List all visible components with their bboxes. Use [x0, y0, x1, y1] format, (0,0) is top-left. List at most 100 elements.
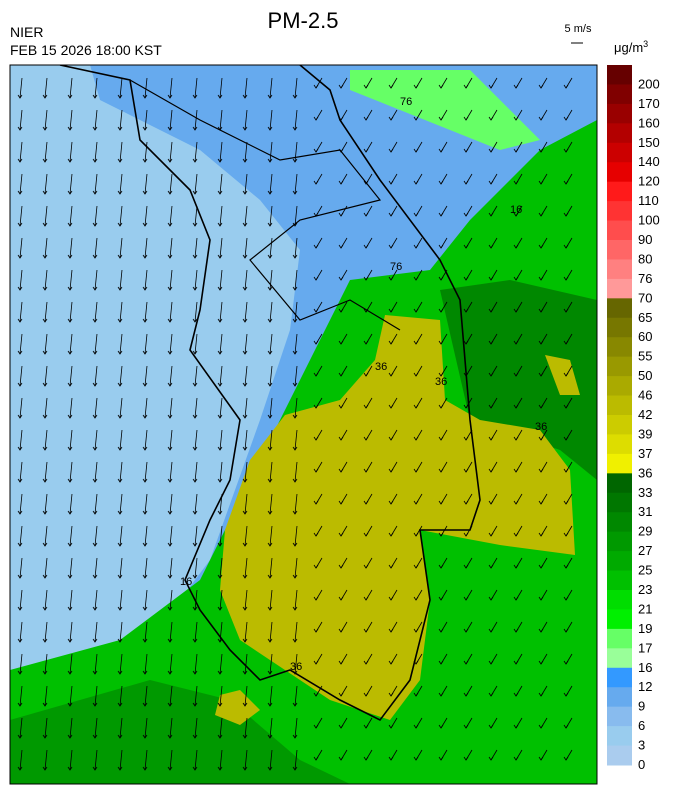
yellow-patch [545, 355, 580, 395]
wind-arrow [144, 717, 148, 739]
wind-arrow-head [563, 244, 569, 249]
wind-arrow-head [142, 766, 148, 771]
wind-arrow [19, 141, 23, 163]
wind-arrow-head [513, 500, 519, 505]
wind-arrow-head [538, 724, 544, 729]
wind-arrow-head [142, 286, 148, 291]
wind-arrow [219, 653, 223, 675]
wind-arrow-head [92, 94, 98, 99]
wind-arrow-head [538, 628, 544, 633]
colorbar-label: 21 [638, 601, 652, 616]
wind-arrow-head [413, 628, 419, 633]
wind-arrow-head [413, 404, 419, 409]
wind-arrow-head [117, 766, 123, 771]
wind-arrow [69, 109, 73, 131]
wind-arrow [119, 525, 123, 547]
wind-arrow-head [513, 436, 519, 441]
wind-arrow-head [117, 222, 123, 227]
wind-arrow-head [67, 350, 73, 355]
wind-arrow-head [292, 478, 298, 483]
wind-arrow-head [42, 734, 48, 739]
wind-arrow-head [42, 510, 48, 515]
wind-arrow-head [338, 308, 344, 313]
map: 76 76 36 36 36 36 16 16 [9, 64, 598, 785]
wind-arrow-head [363, 212, 369, 217]
wind-arrow-head [267, 510, 273, 515]
wind-arrow-head [488, 564, 494, 569]
wind-arrow-head [363, 564, 369, 569]
wind-arrow-head [117, 446, 123, 451]
wind-arrow-head [413, 276, 419, 281]
wind-arrow-head [363, 468, 369, 473]
wind-arrow [294, 525, 298, 547]
wind-arrow-head [42, 158, 48, 163]
wind-arrow [219, 749, 223, 771]
wind-arrow [119, 141, 123, 163]
wind-arrow-head [438, 212, 444, 217]
colorbar-label: 160 [638, 115, 660, 130]
wind-arrow [69, 525, 73, 547]
wind-arrow-head [267, 318, 273, 323]
wind-arrow-head [488, 660, 494, 665]
wind-arrow [119, 333, 123, 355]
wind-arrow [244, 525, 248, 547]
wind-arrow-head [338, 116, 344, 121]
wind-arrow [44, 301, 48, 323]
contour-label: 16 [510, 204, 522, 216]
wind-arrow-head [313, 180, 319, 185]
wind-arrow [144, 685, 148, 707]
wind-arrow-head [292, 510, 298, 515]
wind-scale: 5 m/s [565, 23, 592, 35]
wind-arrow-head [513, 692, 519, 697]
wind-arrow [119, 365, 123, 387]
wind-arrow-head [513, 596, 519, 601]
wind-arrow-head [142, 606, 148, 611]
wind-arrow [19, 205, 23, 227]
wind-arrow-head [17, 222, 23, 227]
wind-arrow-head [363, 308, 369, 313]
wind-arrow-head [142, 638, 148, 643]
wind-arrow-head [217, 670, 223, 675]
wind-arrow-head [242, 510, 248, 515]
wind-arrow-head [313, 84, 319, 89]
wind-arrow-head [142, 94, 148, 99]
wind-arrow-head [338, 84, 344, 89]
wind-arrow [269, 365, 273, 387]
wind-arrow [144, 141, 148, 163]
wind-arrow [194, 365, 198, 387]
wind-arrow [244, 109, 248, 131]
wind-arrow [294, 685, 298, 707]
colorbar-label: 55 [638, 349, 652, 364]
colorbar-label: 90 [638, 232, 652, 247]
wind-arrow [194, 397, 198, 419]
wind-arrow-head [363, 532, 369, 537]
wind-arrow-head [463, 596, 469, 601]
wind-arrow-head [488, 532, 494, 537]
wind-arrow [94, 557, 98, 579]
wind-arrow-head [413, 692, 419, 697]
wind-arrow [19, 685, 23, 707]
colorbar-label: 60 [638, 329, 652, 344]
colorbar-label: 16 [638, 660, 652, 675]
wind-arrow-head [17, 606, 23, 611]
wind-arrow-head [17, 382, 23, 387]
wind-arrow-head [438, 500, 444, 505]
wind-arrow-head [563, 340, 569, 345]
wind-arrow-head [438, 404, 444, 409]
wind-arrow [219, 461, 223, 483]
wind-arrow [19, 557, 23, 579]
wind-arrow [194, 77, 198, 99]
wind-arrow-head [167, 318, 173, 323]
wind-arrow-head [438, 276, 444, 281]
wind-arrow [244, 141, 248, 163]
wind-arrow-head [463, 340, 469, 345]
dark-green-east [440, 280, 597, 480]
wind-arrow [244, 717, 248, 739]
wind-arrow [44, 269, 48, 291]
wind-arrow-head [363, 180, 369, 185]
wind-arrow-head [438, 724, 444, 729]
wind-arrow [144, 77, 148, 99]
wind-arrow [219, 557, 223, 579]
wind-arrow-head [388, 500, 394, 505]
wind-arrow-head [242, 414, 248, 419]
